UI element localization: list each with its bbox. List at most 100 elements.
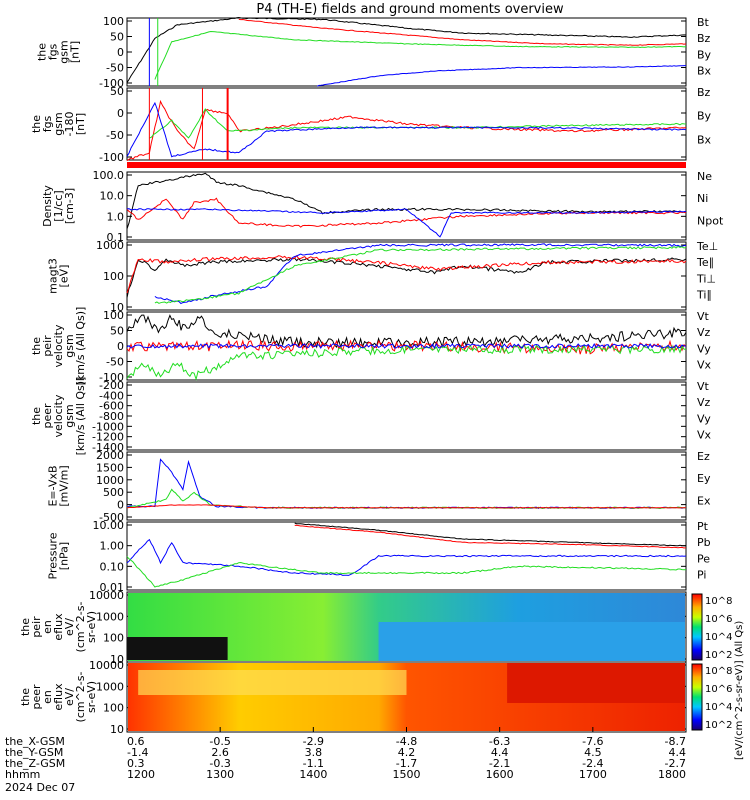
- spectrogram-band: [507, 663, 685, 703]
- y-axis-label-line: [nT]: [69, 41, 82, 63]
- spectrogram-band: [378, 622, 685, 661]
- y-axis-label-line: eV/: [63, 618, 76, 636]
- panel-frame: [126, 241, 687, 311]
- panel-temperature: magt3[eV]: [47, 241, 687, 311]
- colorbar-tick: 10^4: [705, 632, 732, 643]
- y-axis-label-line: the: [36, 43, 49, 61]
- footer-value: -6.3: [489, 735, 510, 748]
- y-tick-label: 1000: [96, 474, 124, 487]
- footer-value: 4.2: [398, 746, 416, 759]
- y-tick-label: 0: [117, 340, 124, 353]
- legend-entry: Vt: [697, 380, 710, 393]
- y-tick-label: 10: [110, 723, 124, 736]
- y-axis-label-line: [nPa]: [58, 542, 71, 570]
- y-axis-label-line: peir: [41, 335, 54, 357]
- legend-entry: Vy: [697, 412, 711, 425]
- y-axis-label-line: fgs: [47, 43, 60, 60]
- y-axis-label-line: velocity: [52, 324, 65, 367]
- y-axis-label-line: the: [19, 688, 32, 706]
- y-axis-label-line: gsm: [63, 334, 76, 357]
- series-tepar: [126, 257, 687, 298]
- legend-entry: Ti∥: [696, 289, 712, 302]
- y-tick-label: -600: [99, 400, 124, 413]
- series-npot: [126, 208, 687, 238]
- y-tick-label: -1200: [92, 431, 124, 444]
- series-by: [154, 30, 687, 80]
- y-tick-label: 0.10: [100, 560, 125, 573]
- y-tick-label: 100: [103, 632, 124, 645]
- legend-entry: Ni: [697, 192, 708, 205]
- footer-value: 1600: [486, 768, 514, 781]
- y-axis-label-line: velocity: [52, 394, 65, 437]
- y-axis-label-line: peir: [30, 616, 43, 638]
- legend-entry: Vy: [697, 342, 711, 355]
- y-tick-label: -100: [99, 77, 124, 90]
- series-by: [149, 108, 687, 139]
- legend-entry: Vt: [697, 310, 710, 323]
- colorbar-tick: 10^6: [705, 684, 732, 695]
- y-tick-label: 1000: [96, 239, 124, 252]
- panel-density: Density[1/cc][cm-3]: [41, 171, 687, 241]
- series-pi: [126, 538, 687, 576]
- footer-value: -2.1: [489, 757, 510, 770]
- legend-entry: Bz: [697, 32, 711, 45]
- y-tick-label: 100.0: [93, 169, 125, 182]
- legend-entry: Npot: [697, 214, 724, 227]
- legend-entry: Pt: [697, 520, 709, 533]
- panel-fgs-gsm-zoom: thefgsgsm-180[nT]: [30, 87, 687, 161]
- chart-title: P4 (TH-E) fields and ground moments over…: [256, 2, 564, 17]
- series-bz: [238, 18, 687, 46]
- y-tick-label: 1000: [96, 680, 124, 693]
- series-ez: [126, 504, 687, 509]
- y-axis-label-line: [mV/m]: [58, 465, 71, 506]
- y-tick-label: -1400: [92, 441, 124, 454]
- colorbar: [691, 593, 703, 661]
- panel-fgs-gsm: thefgsgsm[nT]: [36, 17, 687, 87]
- y-tick-label: -500: [99, 511, 124, 524]
- y-tick-label: 10000: [89, 659, 124, 672]
- footer-date: 2024 Dec 07: [5, 781, 75, 794]
- colorbar-tick: 10^6: [705, 614, 732, 625]
- legend-entry: Bz: [697, 86, 711, 99]
- y-axis-label: thepeerenefluxeV/(cm^2-s-sr-eV): [19, 672, 98, 723]
- footer-value: 4.5: [584, 746, 602, 759]
- legend-entry: Vx: [697, 429, 712, 442]
- y-axis-label-line: sr-eV): [85, 611, 98, 643]
- legend-entry: Ez: [697, 450, 710, 463]
- mode-bar: [127, 162, 686, 168]
- y-axis-label-line: (cm^2-s-: [74, 672, 87, 723]
- y-tick-label: 100: [103, 270, 124, 283]
- legend-entry: Te∥: [696, 256, 714, 269]
- series-pb: [294, 524, 687, 549]
- legend-entry: Pe: [697, 552, 710, 565]
- panel-peer-velocity: thepeervelocitygsm[km/s (All Qs)]: [30, 377, 687, 455]
- colorbar-tick: 10^4: [705, 702, 732, 713]
- series-vy: [126, 343, 687, 381]
- footer-value: 0.3: [127, 757, 145, 770]
- footer-value: 4.4: [669, 746, 687, 759]
- y-tick-label: 500: [103, 486, 124, 499]
- footer-value: -1.1: [303, 757, 324, 770]
- series-bz: [126, 99, 687, 162]
- footer-value: -1.4: [127, 746, 148, 759]
- colorbar-label: [eV/(cm^2-s-sr-eV)] (All Qs): [734, 621, 745, 760]
- y-axis-label-line: gsm: [63, 404, 76, 427]
- y-tick-label: 10: [110, 653, 124, 666]
- y-axis-label-line: (cm^2-s-: [74, 602, 87, 653]
- footer-value: -0.5: [209, 735, 230, 748]
- legend-entry: Ey: [697, 472, 711, 485]
- y-tick-label: 100: [103, 702, 124, 715]
- y-axis-label-line: Density: [41, 185, 54, 227]
- y-axis-label-line: E=-VxB: [47, 465, 60, 506]
- y-axis-label-line: [cm-3]: [63, 188, 76, 224]
- legend-entry: Ex: [697, 494, 711, 507]
- y-axis-label-line: the: [19, 618, 32, 636]
- footer-value: 1800: [658, 768, 686, 781]
- y-axis-label: thepeirenefluxeV/(cm^2-s-sr-eV): [19, 602, 98, 653]
- legend-entry: Te⊥: [696, 240, 718, 253]
- footer-value: 1200: [127, 768, 155, 781]
- footer-label: the_Y-GSM: [5, 746, 63, 759]
- panel-peer-eflux: thepeerenefluxeV/(cm^2-s-sr-eV): [19, 661, 703, 733]
- y-tick-label: 50: [110, 325, 124, 338]
